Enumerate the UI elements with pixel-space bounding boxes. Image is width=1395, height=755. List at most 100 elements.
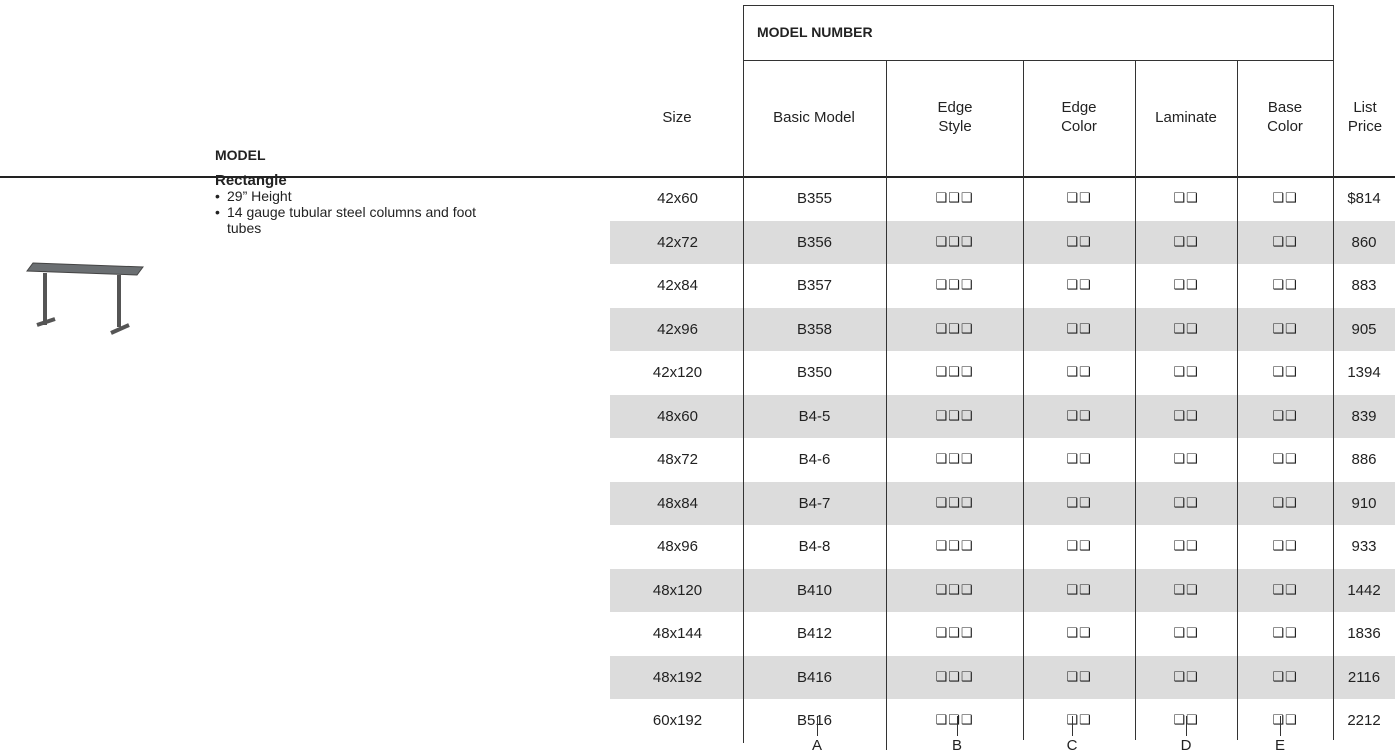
- table-cell: ❑❑: [1023, 656, 1135, 700]
- table-cell: ❑❑❑: [886, 438, 1023, 482]
- column-header: Edge Color: [1054, 98, 1104, 136]
- table-cell: ❑❑: [1135, 438, 1237, 482]
- table-cell: ❑❑: [1023, 221, 1135, 265]
- table-cell: 2212: [1333, 699, 1395, 743]
- table-cell: ❑❑❑: [886, 264, 1023, 308]
- price-sheet: Rectangle 29” Height14 gauge tubular ste…: [0, 0, 1395, 755]
- table-cell: ❑❑: [1237, 569, 1333, 613]
- table-cell: ❑❑: [1023, 177, 1135, 221]
- footer-letter: C: [1067, 736, 1078, 755]
- table-cell: B410: [743, 569, 886, 613]
- table-cell: B350: [743, 351, 886, 395]
- table-cell: 42x84: [640, 264, 715, 308]
- rule: [886, 60, 887, 750]
- table-cell: ❑❑: [1023, 569, 1135, 613]
- table-cell: B4-6: [743, 438, 886, 482]
- table-cell: ❑❑: [1237, 482, 1333, 526]
- table-cell: ❑❑: [1237, 264, 1333, 308]
- table-cell: ❑❑: [1023, 482, 1135, 526]
- table-cell: 910: [1333, 482, 1395, 526]
- model-heading: MODEL: [215, 147, 266, 163]
- bullet: 29” Height: [215, 188, 505, 204]
- table-cell: ❑❑: [1023, 438, 1135, 482]
- column-header: Laminate: [1146, 108, 1226, 127]
- rule: [1280, 716, 1281, 736]
- table-cell: ❑❑: [1135, 264, 1237, 308]
- table-cell: B358: [743, 308, 886, 352]
- table-cell: 1442: [1333, 569, 1395, 613]
- table-cell: ❑❑❑: [886, 482, 1023, 526]
- rule: [743, 5, 1333, 6]
- table-cell: 2116: [1333, 656, 1395, 700]
- table-cell: 42x72: [640, 221, 715, 265]
- table-cell: 60x192: [640, 699, 715, 743]
- table-cell: ❑❑: [1135, 525, 1237, 569]
- table-cell: ❑❑: [1237, 438, 1333, 482]
- model-number-heading: MODEL NUMBER: [757, 24, 873, 40]
- table-cell: 1394: [1333, 351, 1395, 395]
- table-cell: ❑❑: [1135, 308, 1237, 352]
- table-cell: ❑❑: [1135, 612, 1237, 656]
- table-cell: 48x96: [640, 525, 715, 569]
- footer-letter: E: [1275, 736, 1285, 755]
- table-cell: ❑❑❑: [886, 177, 1023, 221]
- table-cell: 48x60: [640, 395, 715, 439]
- table-cell: ❑❑: [1023, 308, 1135, 352]
- table-cell: 933: [1333, 525, 1395, 569]
- table-cell: ❑❑❑: [886, 656, 1023, 700]
- footer-letter: D: [1181, 736, 1192, 755]
- table-cell: ❑❑❑: [886, 395, 1023, 439]
- rule: [0, 176, 1395, 178]
- rule: [1072, 716, 1073, 736]
- table-cell: ❑❑: [1135, 656, 1237, 700]
- table-cell: 860: [1333, 221, 1395, 265]
- table-cell: ❑❑: [1135, 221, 1237, 265]
- bullet: 14 gauge tubular steel columns and foot …: [215, 204, 505, 236]
- table-cell: 905: [1333, 308, 1395, 352]
- table-cell: 48x120: [640, 569, 715, 613]
- table-cell: 886: [1333, 438, 1395, 482]
- table-cell: B4-7: [743, 482, 886, 526]
- table-cell: 48x84: [640, 482, 715, 526]
- product-name: Rectangle: [215, 172, 287, 189]
- table-cell: B412: [743, 612, 886, 656]
- rule: [1186, 716, 1187, 736]
- table-cell: ❑❑: [1237, 177, 1333, 221]
- table-cell: 48x144: [640, 612, 715, 656]
- table-cell: ❑❑: [1023, 395, 1135, 439]
- table-cell: 42x120: [640, 351, 715, 395]
- rule: [743, 5, 744, 743]
- table-cell: B4-8: [743, 525, 886, 569]
- table-cell: B416: [743, 656, 886, 700]
- table-cell: 48x192: [640, 656, 715, 700]
- table-cell: ❑❑: [1135, 569, 1237, 613]
- table-cell: ❑❑❑: [886, 569, 1023, 613]
- table-cell: ❑❑: [1135, 351, 1237, 395]
- rule: [817, 716, 818, 736]
- table-cell: B4-5: [743, 395, 886, 439]
- table-cell: ❑❑: [1237, 308, 1333, 352]
- column-header: Basic Model: [759, 108, 869, 127]
- table-cell: B355: [743, 177, 886, 221]
- table-cell: ❑❑: [1023, 612, 1135, 656]
- rule: [1333, 5, 1334, 740]
- column-header: Size: [647, 108, 707, 127]
- table-cell: 48x72: [640, 438, 715, 482]
- table-cell: ❑❑: [1237, 525, 1333, 569]
- table-cell: 883: [1333, 264, 1395, 308]
- table-cell: ❑❑: [1023, 525, 1135, 569]
- table-cell: ❑❑: [1023, 264, 1135, 308]
- column-header: Edge Style: [930, 98, 980, 136]
- table-cell: ❑❑❑: [886, 525, 1023, 569]
- table-cell: ❑❑❑: [886, 308, 1023, 352]
- column-header: List Price: [1343, 98, 1388, 136]
- table-cell: 1836: [1333, 612, 1395, 656]
- rule: [1023, 60, 1024, 740]
- table-cell: 839: [1333, 395, 1395, 439]
- table-cell: ❑❑❑: [886, 351, 1023, 395]
- table-cell: ❑❑: [1237, 612, 1333, 656]
- rule: [957, 716, 958, 736]
- table-cell: ❑❑: [1237, 351, 1333, 395]
- footer-letter: B: [952, 736, 962, 755]
- rule: [743, 60, 1333, 61]
